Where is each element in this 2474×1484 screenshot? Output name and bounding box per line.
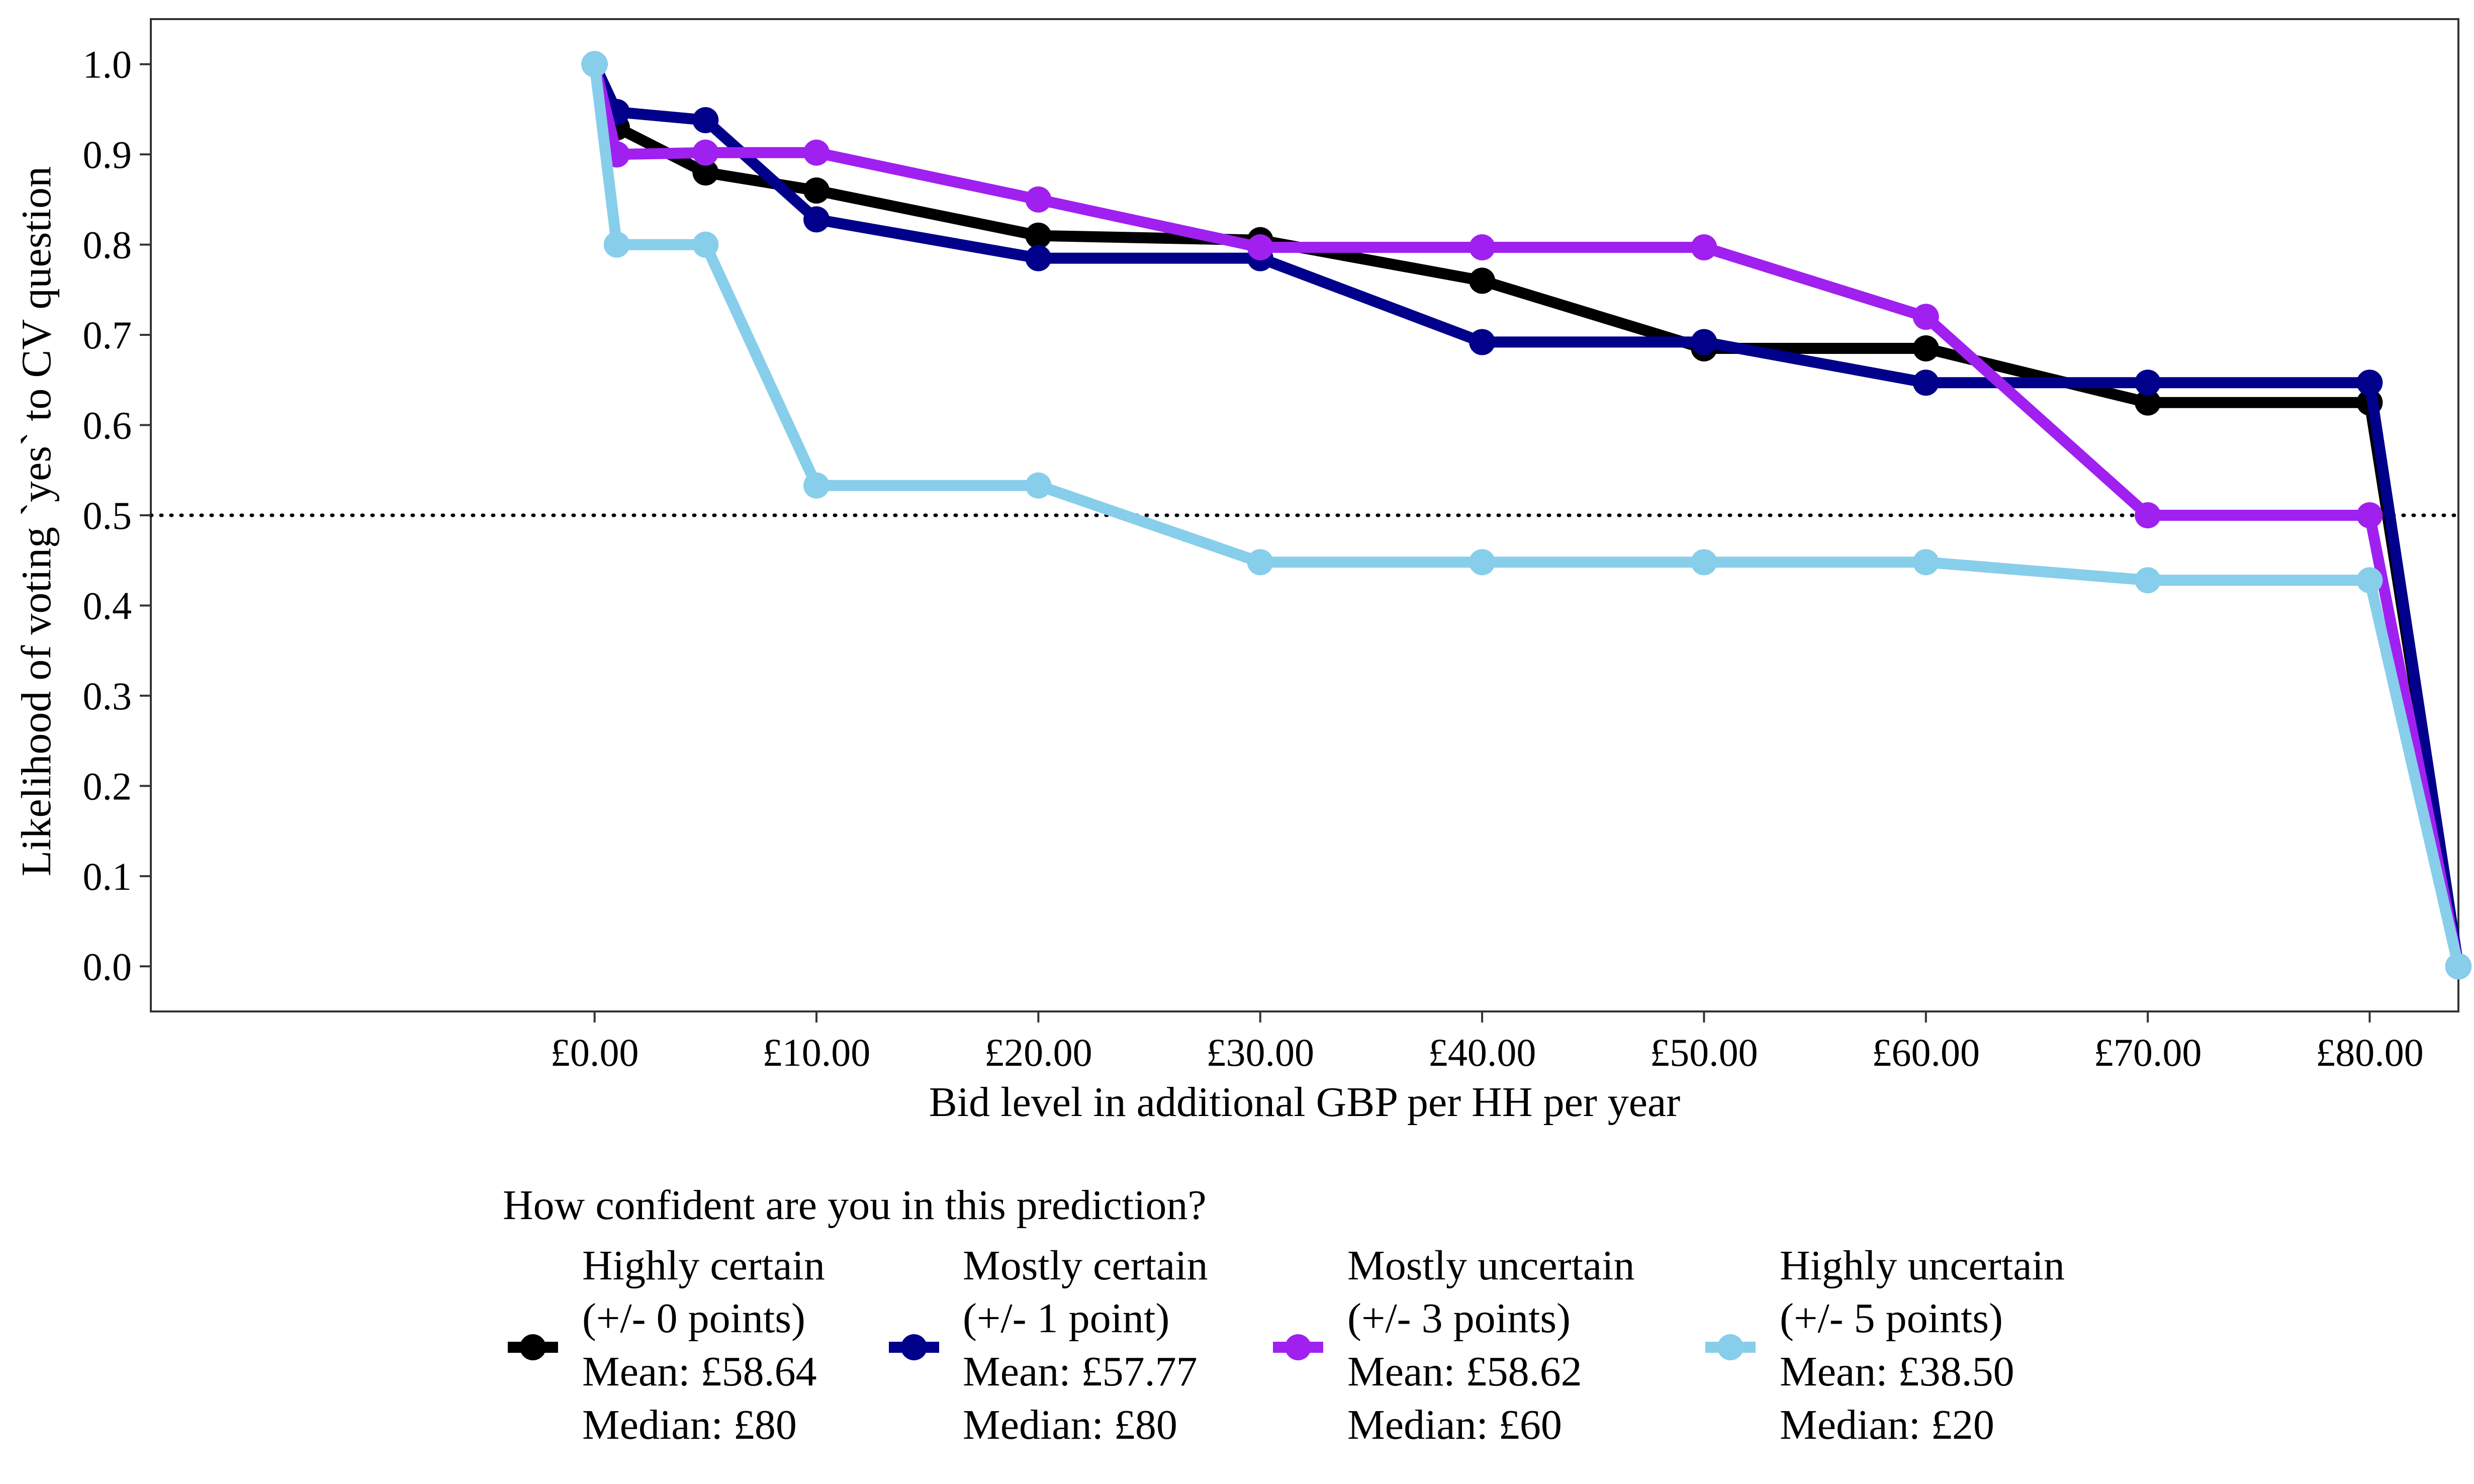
data-point [1691, 234, 1717, 261]
legend-label: Mean: £58.62 [1347, 1348, 1582, 1395]
legend-key-point [520, 1334, 546, 1360]
legend-label: Mostly uncertain [1347, 1242, 1635, 1289]
x-axis: £0.00 £10.00 £20.00 £30.00 £40.00 £50.00 £60.0… [551, 1011, 2424, 1074]
data-point [603, 231, 630, 258]
data-point [803, 139, 830, 166]
y-tick-label: 0.2 [83, 764, 132, 808]
y-tick-label: 0.0 [83, 945, 132, 988]
legend-entry: Mostly certain (+/- 1 point) Mean: £57.77 M… [889, 1242, 1208, 1448]
data-point [2356, 369, 2383, 396]
legend-label: Median: £80 [582, 1402, 797, 1448]
data-point [1469, 549, 1496, 576]
data-point [1912, 549, 1939, 576]
data-point [803, 177, 830, 204]
series-line [589, 58, 2464, 972]
legend-title: How confident are you in this prediction… [503, 1182, 1207, 1229]
y-tick-label: 0.5 [83, 494, 132, 537]
data-point [2356, 567, 2383, 594]
data-point [2135, 567, 2161, 594]
legend-label: Median: £80 [963, 1402, 1177, 1448]
series-line [589, 58, 2464, 972]
legend-label: Mean: £38.50 [1780, 1348, 2014, 1395]
data-point [1691, 329, 1717, 355]
legend-entry: Mostly uncertain (+/- 3 points) Mean: £58.… [1273, 1242, 1635, 1448]
legend-label: Median: £20 [1780, 1402, 1994, 1448]
x-tick-label: £70.00 [2094, 1031, 2202, 1074]
data-point [2135, 502, 2161, 528]
x-tick-label: £10.00 [763, 1031, 871, 1074]
x-tick-label: £80.00 [2316, 1031, 2424, 1074]
x-tick-label: £50.00 [1650, 1031, 1758, 1074]
x-tick-label: £60.00 [1872, 1031, 1980, 1074]
legend-label: (+/- 3 points) [1347, 1295, 1571, 1342]
x-axis-title: Bid level in additional GBP per HH per y… [929, 1079, 1681, 1126]
data-point [692, 159, 719, 186]
data-point [803, 206, 830, 233]
data-point [1469, 234, 1496, 261]
legend-label: Median: £60 [1347, 1402, 1562, 1448]
x-tick-label: £30.00 [1206, 1031, 1314, 1074]
y-tick-label: 0.1 [83, 855, 132, 898]
legend-key-point [1717, 1334, 1744, 1360]
data-point [2135, 389, 2161, 416]
data-point [2135, 369, 2161, 396]
data-point [692, 139, 719, 166]
series-highly-uncertain [581, 51, 2471, 980]
legend-label: (+/- 5 points) [1780, 1295, 2003, 1342]
legend-label: (+/- 1 point) [963, 1295, 1169, 1342]
y-tick-label: 0.7 [83, 313, 132, 357]
data-point [1247, 234, 1273, 261]
data-point [1912, 369, 1939, 396]
series-line [589, 58, 2464, 972]
data-point [803, 472, 830, 499]
y-tick-label: 1.0 [83, 43, 132, 86]
series-line [589, 58, 2464, 972]
legend-entry: Highly uncertain (+/- 5 points) Mean: £38.… [1705, 1242, 2065, 1448]
legend: Highly certain (+/- 0 points) Mean: £58.64… [508, 1242, 2065, 1448]
data-point [1025, 186, 1052, 213]
data-point [692, 107, 719, 133]
legend-label: Highly uncertain [1780, 1242, 2065, 1289]
legend-label: Highly certain [582, 1242, 825, 1289]
data-point [1025, 472, 1052, 499]
y-tick-label: 0.9 [83, 133, 132, 176]
x-tick-label: £0.00 [551, 1031, 639, 1074]
x-tick-label: £40.00 [1428, 1031, 1536, 1074]
data-point [581, 51, 608, 77]
y-tick-label: 0.3 [83, 674, 132, 718]
data-point [1025, 222, 1052, 249]
data-point [1691, 549, 1717, 576]
y-tick-label: 0.4 [83, 584, 132, 627]
legend-label: (+/- 0 points) [582, 1295, 805, 1342]
y-axis-title: Likelihood of voting `yes` to CV questio… [13, 166, 60, 876]
x-tick-label: £20.00 [984, 1031, 1092, 1074]
data-point [2445, 953, 2471, 980]
legend-key-point [1285, 1334, 1311, 1360]
legend-label: Mean: £57.77 [963, 1348, 1198, 1395]
data-point [1025, 245, 1052, 271]
data-point [1469, 329, 1496, 355]
data-point [1247, 549, 1273, 576]
plot-area [149, 18, 2471, 1012]
legend-label: Mean: £58.64 [582, 1348, 817, 1395]
y-axis: 0.0 0.1 0.2 0.3 0.4 0.5 0.6 0.7 0.8 0.9 1.0 [83, 43, 151, 988]
data-point [1469, 267, 1496, 294]
legend-label: Mostly certain [963, 1242, 1208, 1289]
data-point [692, 231, 719, 258]
legend-key-point [901, 1334, 927, 1360]
data-point [1912, 304, 1939, 330]
data-point [1912, 335, 1939, 362]
y-tick-label: 0.8 [83, 223, 132, 267]
y-tick-label: 0.6 [83, 404, 132, 447]
data-point [2356, 502, 2383, 528]
legend-entry: Highly certain (+/- 0 points) Mean: £58.64… [508, 1242, 825, 1448]
